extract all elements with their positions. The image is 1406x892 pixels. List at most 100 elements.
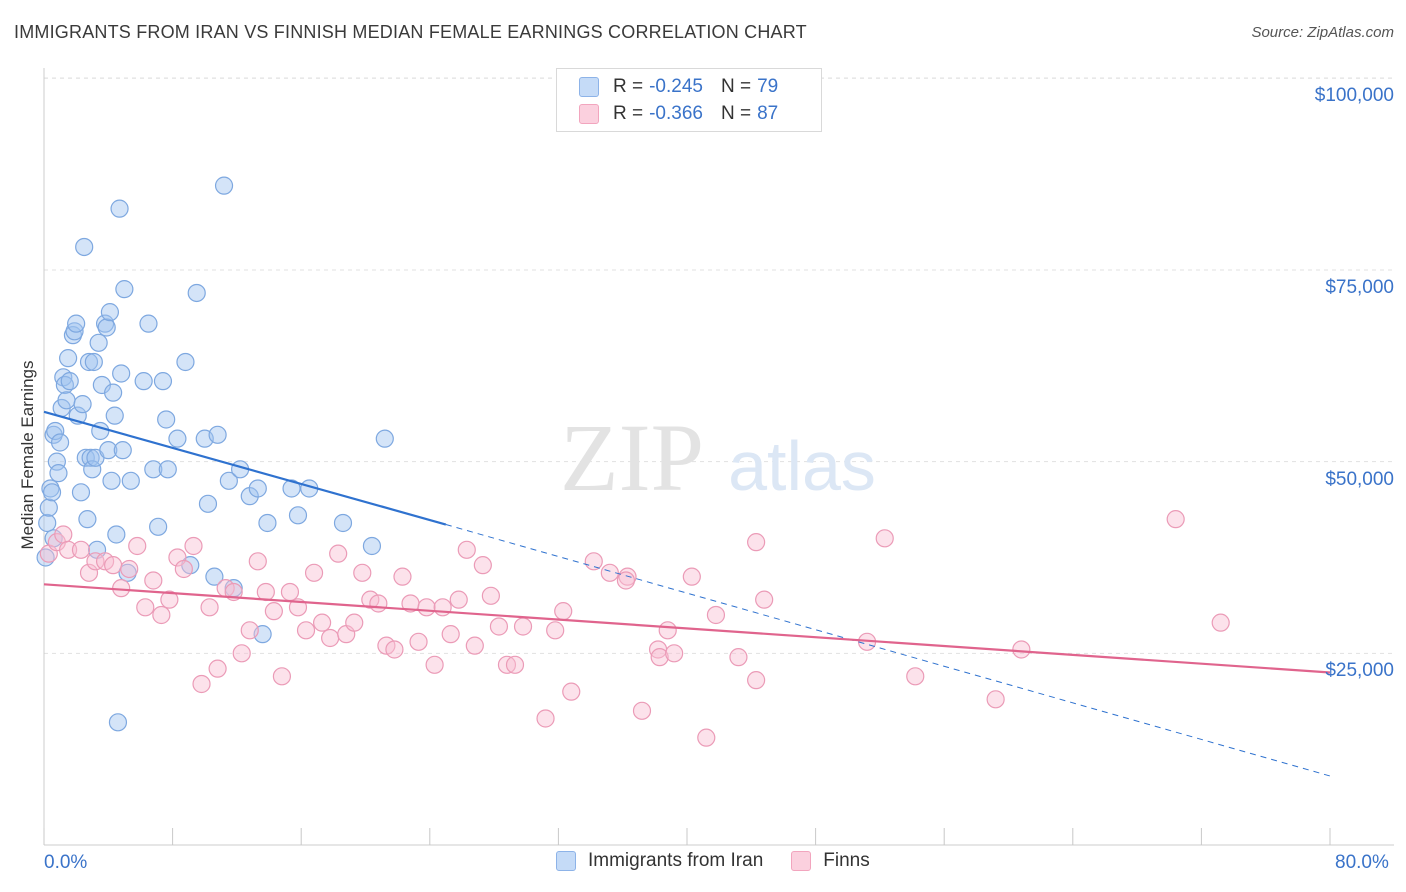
- finns-point: [144, 571, 163, 590]
- trend-lines: [43, 410, 1331, 777]
- iran-point: [112, 364, 131, 383]
- finns-point: [256, 582, 275, 602]
- finns-point: [168, 548, 187, 567]
- finns-point: [59, 540, 78, 559]
- legend-n-value: 87: [757, 103, 779, 124]
- finns-point: [986, 690, 1005, 709]
- iran-point: [219, 471, 238, 490]
- legend-item-finns[interactable]: Finns: [791, 850, 870, 872]
- watermark: ZIP atlas: [560, 404, 876, 511]
- iran-point: [333, 513, 353, 533]
- finns-point: [369, 594, 388, 613]
- finns-point: [546, 621, 565, 640]
- finns-point: [345, 613, 364, 632]
- finns-point: [174, 559, 193, 579]
- chart-title: IMMIGRANTS FROM IRAN VS FINNISH MEDIAN F…: [14, 22, 807, 42]
- y-tick-label: $75,000: [1325, 276, 1394, 298]
- legend-r-value: -0.366: [649, 103, 703, 124]
- finns-point: [1166, 510, 1185, 529]
- iran-point: [83, 460, 102, 479]
- finns-point: [584, 552, 603, 571]
- finns-point: [632, 701, 652, 720]
- chart-source: Source: ZipAtlas.com: [1251, 24, 1394, 41]
- finns-point: [409, 632, 428, 651]
- series-iran: [36, 176, 394, 732]
- iran-point: [79, 352, 99, 372]
- legend-n-value: 79: [757, 76, 779, 97]
- iran-point: [78, 510, 97, 529]
- iran-point: [121, 471, 140, 490]
- finns-point: [747, 671, 766, 690]
- finns-point: [71, 540, 91, 559]
- iran-point: [104, 383, 123, 402]
- iran-trend-line: [43, 410, 447, 526]
- iran-point: [282, 479, 301, 498]
- finns-point: [192, 674, 211, 694]
- finns-point: [505, 655, 525, 674]
- y-tick-label: $25,000: [1325, 660, 1394, 682]
- finns-point: [280, 582, 300, 602]
- legend-r-label: R =: [613, 103, 644, 124]
- legend-row-finns: R = -0.366 N = 87: [579, 101, 778, 127]
- watermark-atlas: atlas: [728, 427, 876, 505]
- iran-point: [149, 517, 168, 536]
- legend-row-iran: R = -0.245 N = 79: [579, 74, 778, 100]
- finns-point: [562, 682, 581, 701]
- legend-n-label: N =: [720, 103, 752, 124]
- legend-r-label: R =: [613, 76, 644, 97]
- iran-point: [134, 372, 153, 391]
- finns-point: [682, 567, 701, 586]
- finns-point: [616, 571, 636, 590]
- iran-point: [67, 314, 86, 333]
- finns-point: [417, 598, 436, 617]
- iran-point: [288, 506, 308, 525]
- finns-point: [329, 544, 348, 563]
- iran-point: [81, 448, 100, 467]
- iran-point: [46, 421, 65, 441]
- iran-point: [139, 314, 158, 333]
- finns-point: [136, 598, 155, 617]
- finns-point: [128, 536, 147, 556]
- iran-point: [47, 452, 66, 471]
- legend-item-iran[interactable]: Immigrants from Iran: [556, 850, 763, 872]
- iran-point: [144, 460, 163, 479]
- iran-point: [60, 372, 79, 391]
- legend-swatch-iran: [556, 851, 576, 871]
- iran-trend-extension: [445, 524, 1331, 777]
- finns-point: [312, 613, 332, 632]
- iran-point: [113, 441, 132, 460]
- finns-point: [160, 590, 179, 609]
- iran-point: [158, 460, 177, 479]
- iran-point: [42, 483, 62, 502]
- finns-point: [465, 636, 484, 655]
- finns-point: [425, 655, 444, 674]
- iran-point: [39, 498, 58, 517]
- legend-swatch-finns: [579, 104, 599, 124]
- finns-point: [473, 556, 492, 575]
- y-axis-label: Median Female Earnings: [18, 360, 37, 550]
- finns-point: [120, 559, 139, 579]
- finns-point: [665, 644, 684, 663]
- finns-point: [747, 533, 766, 552]
- x-tick-min: 0.0%: [44, 852, 88, 873]
- legend-r-value: -0.245: [649, 76, 703, 97]
- finns-point: [536, 709, 555, 728]
- iran-point: [198, 494, 218, 513]
- finns-point: [706, 605, 726, 625]
- iran-point: [100, 303, 120, 322]
- correlation-legend: R = -0.245 N = 79 R = -0.366 N = 87: [556, 68, 822, 132]
- finns-point: [489, 617, 509, 636]
- finns-point: [906, 667, 925, 686]
- finns-point: [296, 621, 316, 640]
- legend-label-finns: Finns: [823, 850, 870, 871]
- finns-trend-line: [43, 583, 1331, 674]
- iran-point: [38, 513, 57, 533]
- iran-point: [248, 479, 267, 498]
- finns-point: [79, 563, 99, 582]
- iran-point: [157, 410, 176, 429]
- iran-point: [89, 333, 108, 352]
- finns-point: [104, 556, 123, 575]
- iran-point: [49, 464, 68, 483]
- finns-point: [697, 728, 716, 747]
